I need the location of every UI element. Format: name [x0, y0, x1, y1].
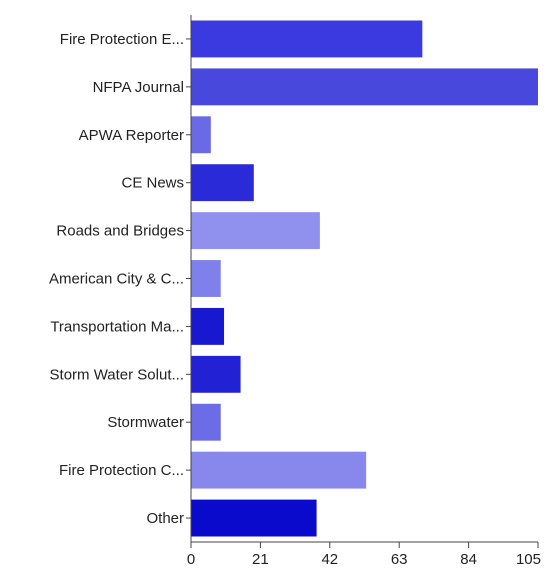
bar-8 [191, 403, 221, 441]
bar-6 [191, 307, 225, 345]
bar-3 [191, 164, 254, 202]
category-label-9: Fire Protection C... [59, 462, 184, 479]
category-label-1: NFPA Journal [93, 79, 184, 96]
x-axis-ticks: 0 21 42 63 84 105 [187, 542, 541, 568]
category-label-7: Storm Water Solut... [50, 366, 184, 383]
x-tick-label-1: 21 [252, 551, 269, 568]
x-tick-label-0: 0 [187, 551, 195, 568]
bar-5 [191, 260, 221, 297]
category-label-0: Fire Protection E... [60, 31, 184, 48]
category-label-5: American City & C... [49, 271, 184, 288]
bar-10 [191, 499, 317, 537]
category-label-8: Stormwater [107, 414, 184, 431]
category-label-10: Other [146, 510, 184, 527]
bars [191, 20, 538, 537]
category-label-6: Transportation Ma... [50, 318, 184, 335]
x-tick-label-4: 84 [460, 551, 477, 568]
bar-0 [191, 20, 423, 58]
category-label-4: Roads and Bridges [56, 223, 184, 240]
bar-4 [191, 212, 320, 250]
x-tick-label-5: 105 [516, 551, 541, 568]
x-tick-label-3: 63 [391, 551, 408, 568]
category-labels: Fire Protection E... NFPA Journal APWA Rep… [49, 31, 191, 527]
x-tick-label-2: 42 [321, 551, 338, 568]
bar-7 [191, 355, 241, 393]
bar-9 [191, 451, 367, 489]
bar-2 [191, 116, 211, 154]
category-label-2: APWA Reporter [79, 127, 184, 144]
bar-1 [191, 68, 538, 106]
category-label-3: CE News [121, 175, 184, 192]
